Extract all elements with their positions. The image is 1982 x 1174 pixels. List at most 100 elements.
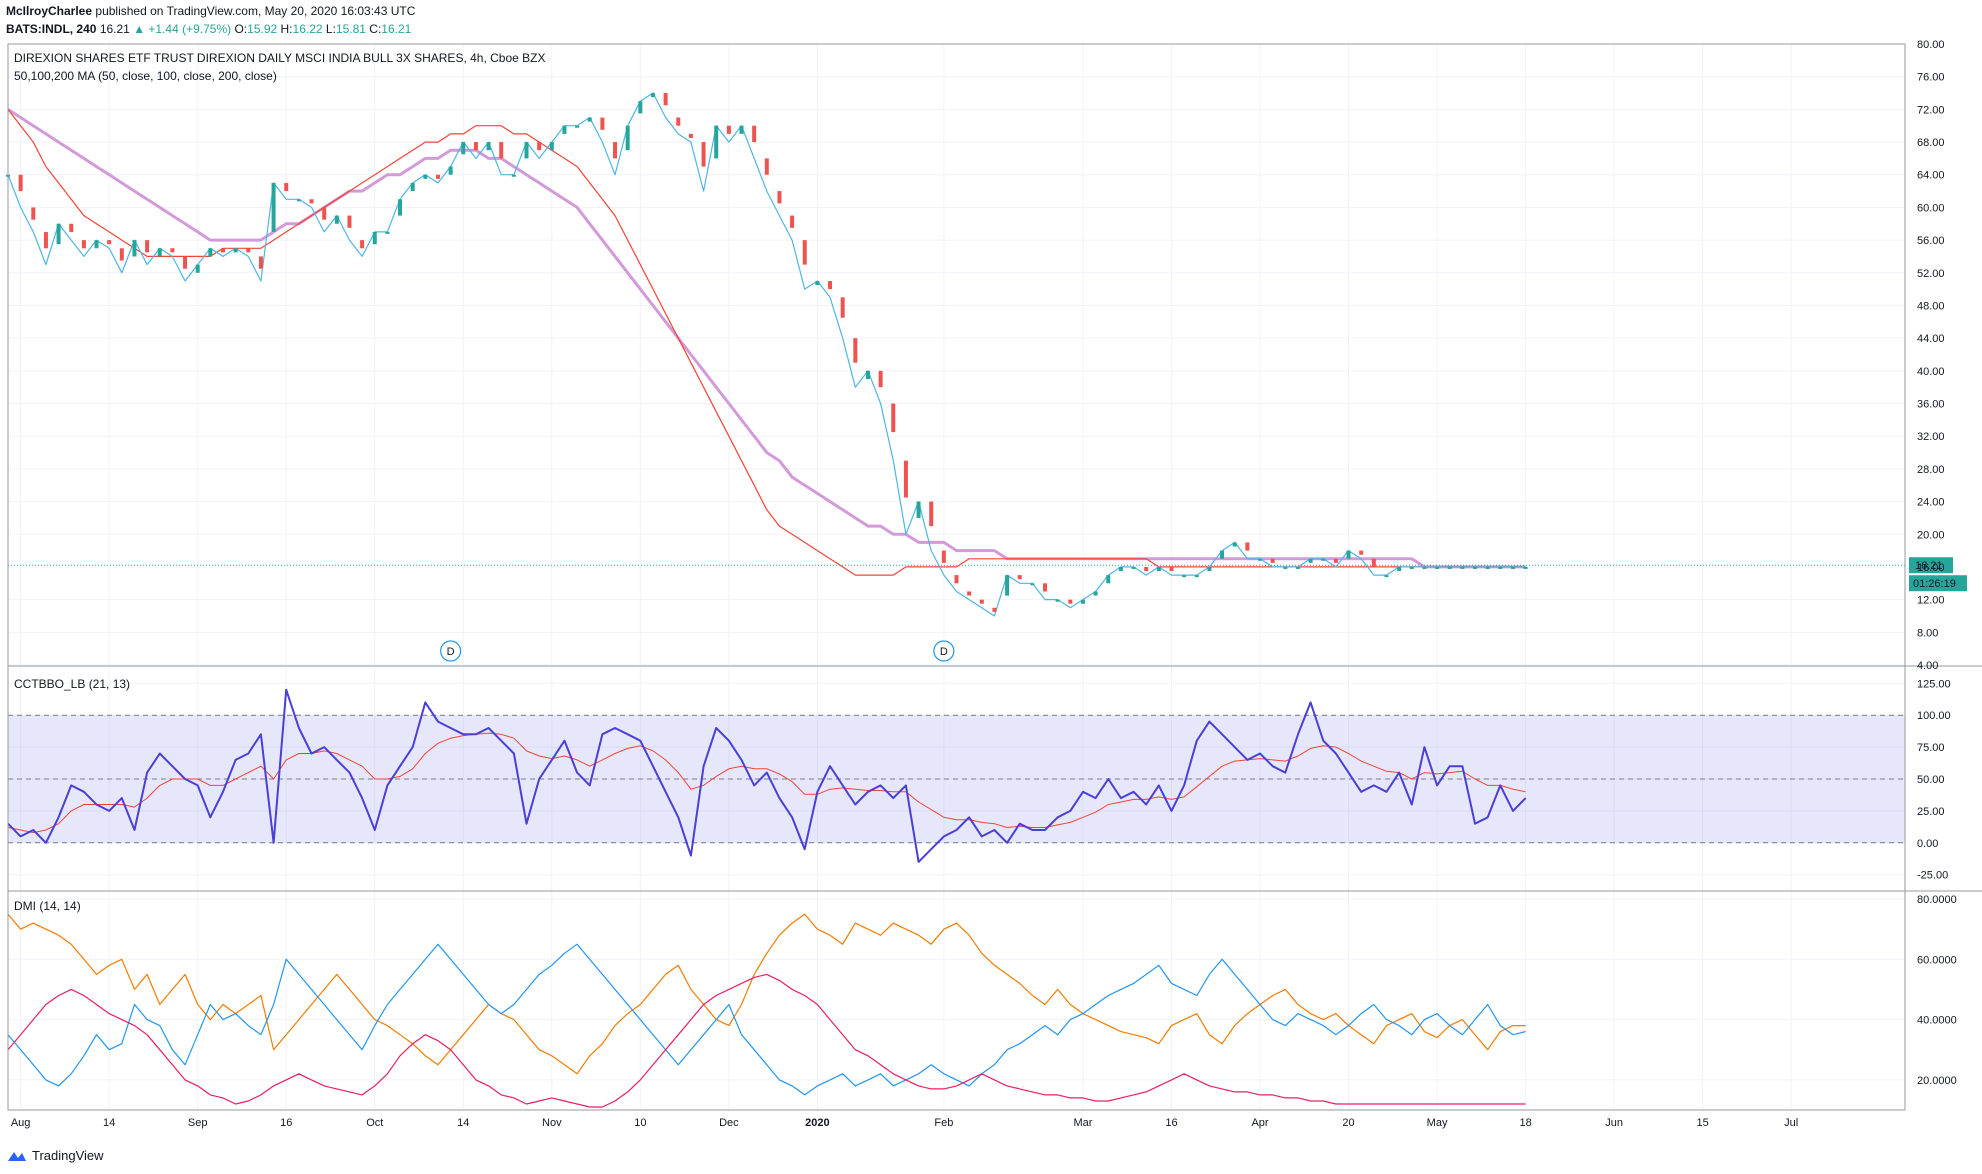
candle[interactable] — [423, 174, 428, 179]
candle[interactable] — [1182, 575, 1187, 578]
candle[interactable] — [1397, 566, 1402, 572]
candle[interactable] — [1473, 566, 1478, 569]
candle[interactable] — [461, 142, 466, 155]
candle[interactable] — [777, 191, 782, 204]
candle[interactable] — [145, 240, 150, 253]
candle[interactable] — [296, 199, 301, 202]
candle[interactable] — [132, 240, 137, 257]
candle[interactable] — [486, 142, 491, 151]
candle[interactable] — [511, 174, 516, 177]
candle[interactable] — [31, 207, 36, 220]
candle[interactable] — [183, 256, 188, 269]
candle[interactable] — [1447, 566, 1452, 569]
publisher-name[interactable]: McIlroyCharlee — [6, 4, 93, 18]
candle[interactable] — [549, 142, 554, 151]
price-line[interactable] — [7, 92, 1526, 617]
candle[interactable] — [398, 199, 403, 216]
candle[interactable] — [1055, 599, 1060, 602]
candle[interactable] — [334, 215, 339, 224]
candle[interactable] — [1359, 550, 1364, 555]
candle[interactable] — [435, 174, 440, 179]
candle[interactable] — [1106, 575, 1111, 584]
candle[interactable] — [233, 248, 238, 253]
candle[interactable] — [309, 199, 314, 204]
candle[interactable] — [1510, 566, 1515, 569]
candle[interactable] — [954, 575, 959, 584]
candle[interactable] — [726, 125, 731, 134]
candle[interactable] — [1283, 566, 1288, 569]
candle[interactable] — [1371, 558, 1376, 567]
candle[interactable] — [1080, 599, 1085, 604]
candle[interactable] — [1258, 558, 1263, 561]
dividend-marker[interactable] — [933, 640, 955, 662]
dmi-minus-line[interactable] — [7, 913, 1526, 1075]
candle[interactable] — [1409, 566, 1414, 569]
dmi-pane[interactable]: DMI (14, 14) — [7, 899, 1526, 1108]
candle[interactable] — [1295, 566, 1300, 569]
candle[interactable] — [322, 207, 327, 220]
candle[interactable] — [650, 93, 655, 98]
candle[interactable] — [524, 142, 529, 159]
candle[interactable] — [739, 125, 744, 134]
candle[interactable] — [562, 125, 567, 134]
candle[interactable] — [967, 591, 972, 596]
candle[interactable] — [1169, 566, 1174, 572]
candle[interactable] — [499, 142, 504, 159]
candle[interactable] — [1156, 566, 1161, 572]
candle[interactable] — [840, 297, 845, 318]
candle[interactable] — [600, 117, 605, 130]
symbol-name[interactable]: BATS:INDL, 240 — [6, 22, 97, 36]
candle[interactable] — [587, 117, 592, 122]
candle[interactable] — [1270, 558, 1275, 563]
candle[interactable] — [1422, 566, 1427, 569]
candle[interactable] — [701, 142, 706, 167]
candle[interactable] — [1485, 566, 1490, 569]
candle[interactable] — [1194, 575, 1199, 578]
dmi-plus-line[interactable] — [7, 943, 1526, 1096]
candle[interactable] — [613, 142, 618, 159]
candle[interactable] — [1207, 566, 1212, 572]
candle[interactable] — [246, 248, 251, 253]
candle[interactable] — [802, 240, 807, 265]
candle[interactable] — [638, 101, 643, 114]
candle[interactable] — [107, 240, 112, 245]
candle[interactable] — [1093, 591, 1098, 596]
candle[interactable] — [1043, 583, 1048, 592]
candle[interactable] — [170, 248, 175, 253]
chart-area[interactable]: 16.21 01:26:19 D D DIREXION SHARES ETF TRUST… — [0, 0, 1982, 1145]
candle[interactable] — [865, 370, 870, 380]
candle[interactable] — [56, 223, 61, 245]
candle[interactable] — [790, 215, 795, 228]
cci-line[interactable] — [7, 688, 1527, 863]
candle[interactable] — [1333, 558, 1338, 563]
candle[interactable] — [18, 174, 23, 192]
candle[interactable] — [714, 125, 719, 159]
candle[interactable] — [1131, 566, 1136, 569]
candle[interactable] — [372, 231, 377, 245]
candle[interactable] — [903, 460, 908, 498]
ma50-line[interactable] — [7, 109, 1526, 576]
price-pane[interactable]: 16.21 01:26:19 D D DIREXION SHARES ETF TRUST… — [6, 51, 1967, 662]
candle[interactable] — [891, 403, 896, 433]
candle[interactable] — [992, 607, 997, 612]
candle[interactable] — [94, 240, 99, 249]
candle[interactable] — [157, 248, 162, 257]
candle[interactable] — [929, 501, 934, 527]
candle[interactable] — [385, 231, 390, 234]
candle[interactable] — [688, 133, 693, 138]
candle[interactable] — [1498, 566, 1503, 569]
candle[interactable] — [878, 370, 883, 388]
candle[interactable] — [537, 142, 542, 151]
candle[interactable] — [1384, 575, 1389, 578]
candle[interactable] — [473, 142, 478, 151]
candle[interactable] — [752, 125, 757, 143]
candle[interactable] — [1118, 566, 1123, 572]
candle[interactable] — [119, 248, 124, 261]
candle[interactable] — [1232, 542, 1237, 547]
candle[interactable] — [1245, 542, 1250, 551]
candle[interactable] — [271, 182, 276, 232]
candle[interactable] — [1220, 550, 1225, 559]
candle[interactable] — [1017, 575, 1022, 580]
candle[interactable] — [764, 158, 769, 175]
candle[interactable] — [941, 550, 946, 563]
